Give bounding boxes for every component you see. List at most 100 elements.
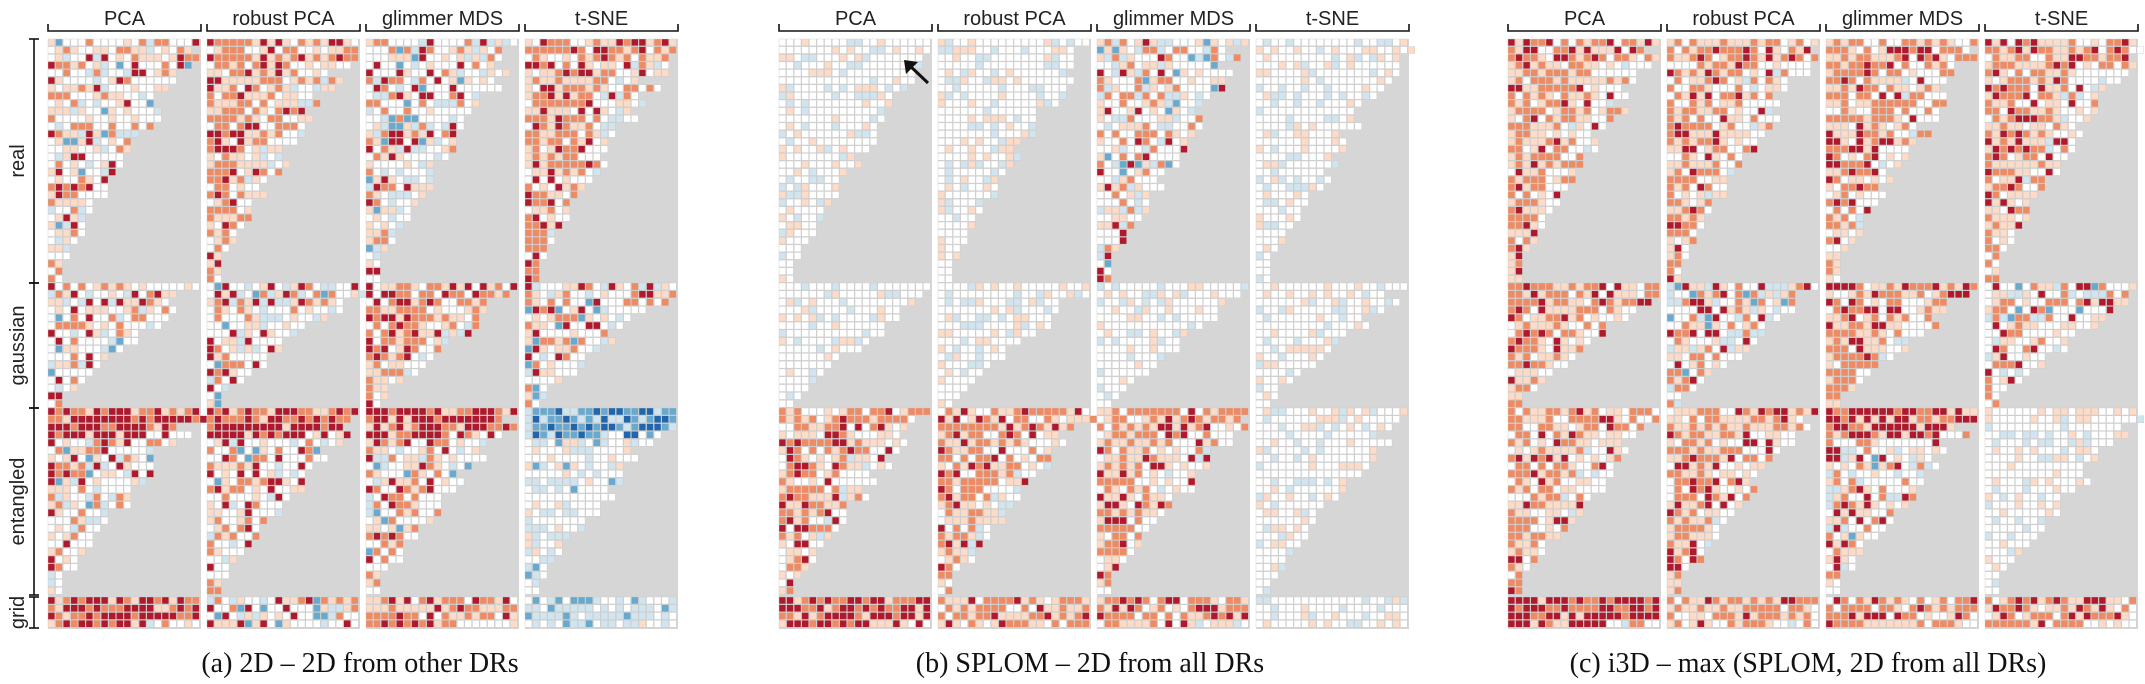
heatmap-cell [661,46,669,54]
heatmap-cell [78,329,86,338]
heatmap-cell [975,191,984,199]
heatmap-cell [578,415,586,423]
heatmap-cell [403,298,412,306]
heatmap-cell [85,321,94,330]
heatmap-cell [824,477,832,486]
heatmap-cell [937,107,946,115]
heatmap-cell [93,438,101,447]
heatmap-cell [1051,407,1060,416]
heatmap-cell [945,252,953,260]
heatmap-cell [154,54,162,62]
heatmap-cell [237,92,245,100]
heatmap-cell [388,176,396,184]
heatmap-cell [85,612,94,620]
heatmap-cell [55,237,63,245]
heatmap-cell [373,176,381,184]
heatmap-cell [524,423,533,431]
heatmap-cell [600,298,609,306]
heatmap-cell [260,360,268,369]
heatmap-cell [945,61,953,69]
heatmap-cell [85,290,94,299]
heatmap-cell [960,92,968,100]
heatmap-cell [953,229,961,237]
heatmap-cell [847,337,855,345]
heatmap-cell [945,360,953,369]
heatmap-cell [434,345,442,353]
heatmap-cell [502,612,510,620]
heatmap-cell [547,620,555,628]
heatmap-cell [396,183,404,191]
heatmap-cell [794,438,802,447]
heatmap-cell [547,84,555,92]
heatmap-cell [510,407,518,416]
heatmap-cell [794,360,802,369]
heatmap-cell [937,275,946,283]
heatmap-cell [381,509,389,517]
heatmap-cell [55,267,63,275]
heatmap-cell [252,431,260,439]
heatmap-cell [998,454,1006,462]
heatmap-cell [221,314,230,322]
heatmap-cell [540,282,548,291]
heatmap-cell [282,306,291,314]
heatmap-cell [786,399,794,408]
heatmap-cell [154,298,162,306]
heatmap-cell [524,337,533,345]
heatmap-cell [862,122,870,130]
heatmap-cell [983,454,991,462]
heatmap-cell [396,454,404,462]
heatmap-cell [540,115,548,123]
heatmap-cell [585,438,593,447]
heatmap-cell [801,563,809,572]
heatmap-cell [290,298,298,306]
heatmap-cell [93,176,101,184]
heatmap-cell [991,69,999,77]
heatmap-cell [275,84,283,92]
heatmap-cell [937,555,946,564]
heatmap-cell [991,407,999,416]
heatmap-cell [472,298,480,306]
heatmap-cell [260,329,268,338]
heatmap-cell [816,604,825,612]
heatmap-cell [47,130,56,138]
heatmap-cell [396,54,404,62]
heatmap-cell [832,38,840,47]
heatmap-cell [426,407,434,416]
heatmap-cell [206,267,215,275]
heatmap-cell [411,160,419,169]
heatmap-cell [70,99,78,108]
heatmap-cell [600,122,609,130]
heatmap-cell [616,38,624,47]
heatmap-cell [616,477,624,486]
heatmap-cell [63,183,71,191]
heatmap-cell [968,493,976,501]
heatmap-cell [862,84,870,92]
heatmap-cell [214,267,222,275]
heatmap-cell [93,115,101,123]
heatmap-cell [214,282,222,291]
heatmap-cell [847,454,855,462]
heatmap-cell [313,620,321,628]
heatmap-cell [411,130,419,138]
heatmap-cell [839,485,847,494]
heatmap-cell [351,54,359,62]
heatmap-cell [47,462,56,470]
heatmap-cell [593,485,601,494]
heatmap-cell [131,107,139,115]
heatmap-cell [623,423,631,431]
heatmap-cell [623,431,631,439]
heatmap-cell [244,407,253,416]
heatmap-cell [305,438,313,447]
heatmap-cell [472,282,480,291]
heatmap-cell [1066,596,1075,605]
heatmap-cell [578,596,586,605]
heatmap-cell [593,407,601,416]
heatmap-cell [1028,298,1037,306]
heatmap-cell [419,176,427,184]
heatmap-cell [937,368,946,377]
heatmap-cell [1006,145,1014,153]
heatmap-cell [290,76,298,85]
heatmap-cell [540,493,548,501]
heatmap-cell [305,431,313,439]
heatmap-cell [85,604,94,612]
